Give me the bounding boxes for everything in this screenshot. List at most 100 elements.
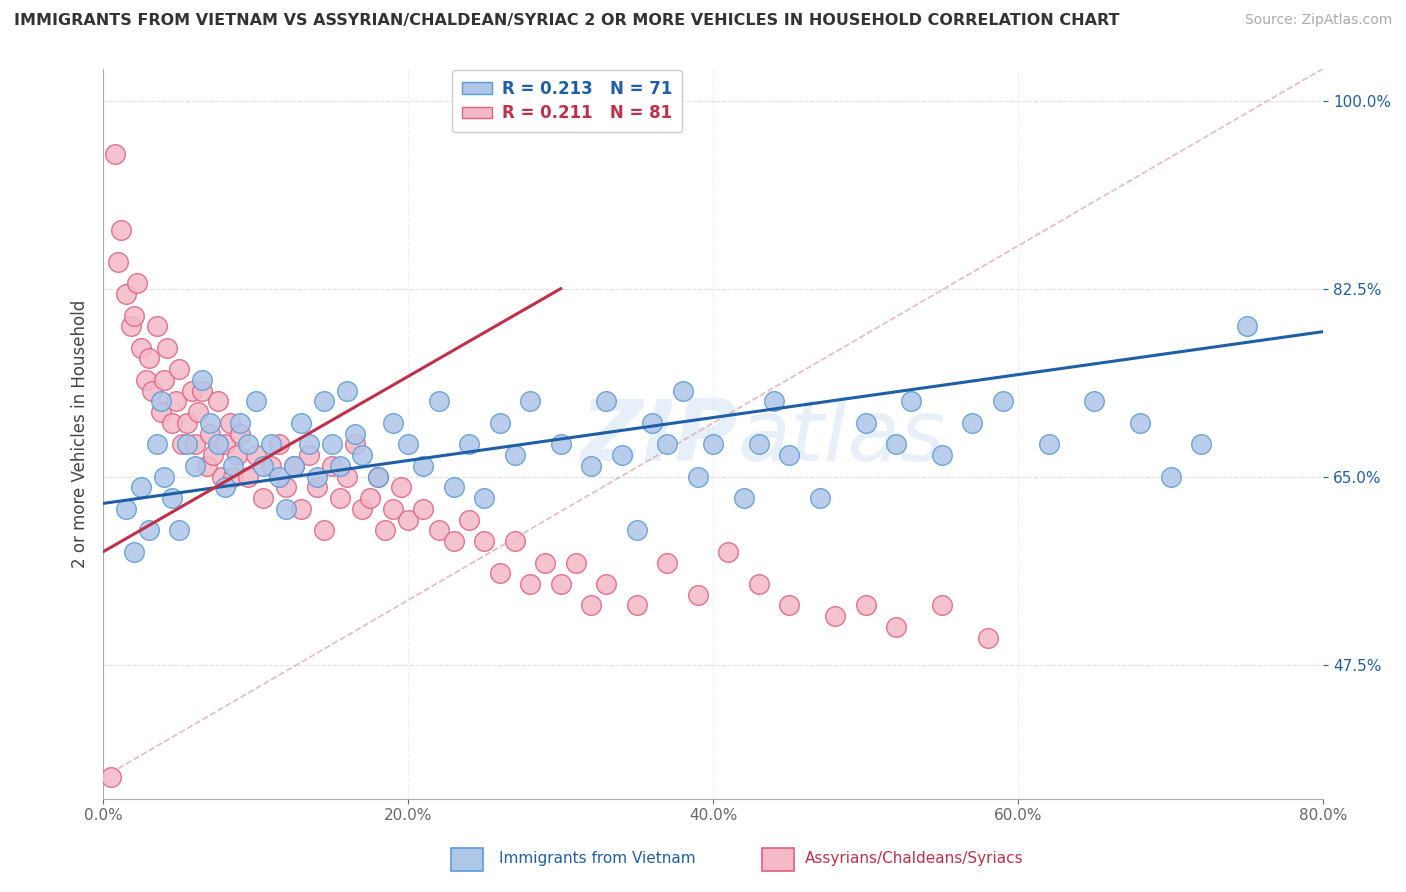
Point [267, 469, 290, 483]
Point [305, 469, 328, 483]
Point [110, 222, 132, 236]
Point [519, 577, 541, 591]
Point [503, 448, 526, 462]
Point [412, 501, 434, 516]
Point [367, 469, 389, 483]
Text: ZIP: ZIP [581, 396, 738, 479]
Point [328, 458, 350, 473]
Point [657, 437, 679, 451]
Point [283, 458, 305, 473]
Point [458, 512, 481, 526]
Point [120, 319, 142, 334]
Point [321, 437, 343, 451]
Point [748, 577, 770, 591]
Point [267, 437, 290, 451]
Point [226, 448, 249, 462]
Point [343, 426, 366, 441]
Point [931, 448, 953, 462]
Point [1038, 437, 1060, 451]
Point [198, 426, 221, 441]
Point [107, 255, 129, 269]
Point [245, 448, 267, 462]
Point [352, 448, 374, 462]
Point [298, 448, 321, 462]
Point [236, 469, 259, 483]
Point [283, 458, 305, 473]
Point [138, 523, 160, 537]
Point [252, 458, 274, 473]
Point [352, 501, 374, 516]
Point [176, 416, 198, 430]
Point [626, 523, 648, 537]
Point [276, 501, 298, 516]
Point [579, 599, 602, 613]
Point [962, 416, 984, 430]
Point [160, 491, 183, 505]
Point [488, 416, 510, 430]
Point [180, 384, 202, 398]
Point [153, 373, 176, 387]
Point [686, 588, 709, 602]
Point [207, 437, 229, 451]
Point [138, 351, 160, 366]
FancyBboxPatch shape [762, 848, 793, 871]
Point [260, 458, 283, 473]
Text: Source: ZipAtlas.com: Source: ZipAtlas.com [1244, 13, 1392, 28]
Point [252, 491, 274, 505]
Point [977, 631, 1000, 645]
Point [104, 147, 127, 161]
Point [207, 394, 229, 409]
Point [198, 416, 221, 430]
Point [474, 491, 496, 505]
Point [443, 480, 465, 494]
Point [855, 599, 877, 613]
Point [381, 501, 404, 516]
Point [191, 373, 214, 387]
Point [808, 491, 831, 505]
Point [245, 394, 267, 409]
Point [855, 416, 877, 430]
Point [298, 437, 321, 451]
Point [672, 384, 695, 398]
Point [717, 545, 740, 559]
Point [733, 491, 755, 505]
Point [214, 437, 236, 451]
Point [884, 437, 907, 451]
Point [686, 469, 709, 483]
Point [336, 384, 359, 398]
Point [195, 458, 218, 473]
Text: IMMIGRANTS FROM VIETNAM VS ASSYRIAN/CHALDEAN/SYRIAC 2 OR MORE VEHICLES IN HOUSEH: IMMIGRANTS FROM VIETNAM VS ASSYRIAN/CHAL… [14, 13, 1119, 29]
Point [214, 480, 236, 494]
Point [156, 341, 179, 355]
Text: atlas: atlas [738, 396, 946, 479]
Point [321, 458, 343, 473]
Point [389, 480, 412, 494]
Point [260, 437, 283, 451]
Point [458, 437, 481, 451]
Point [183, 458, 205, 473]
Point [218, 416, 240, 430]
Point [763, 394, 786, 409]
Point [222, 458, 245, 473]
Point [150, 394, 173, 409]
Point [565, 556, 588, 570]
Point [336, 469, 359, 483]
Point [579, 458, 602, 473]
Point [427, 523, 450, 537]
Point [595, 394, 617, 409]
Point [165, 394, 187, 409]
Point [1236, 319, 1258, 334]
Point [534, 556, 557, 570]
Point [657, 556, 679, 570]
Point [550, 577, 572, 591]
Point [519, 394, 541, 409]
Point [931, 599, 953, 613]
Point [443, 534, 465, 549]
Point [610, 448, 633, 462]
Point [141, 384, 163, 398]
Point [290, 501, 312, 516]
Point [1083, 394, 1105, 409]
Text: Immigrants from Vietnam: Immigrants from Vietnam [499, 852, 696, 866]
Point [211, 469, 233, 483]
Point [359, 491, 381, 505]
